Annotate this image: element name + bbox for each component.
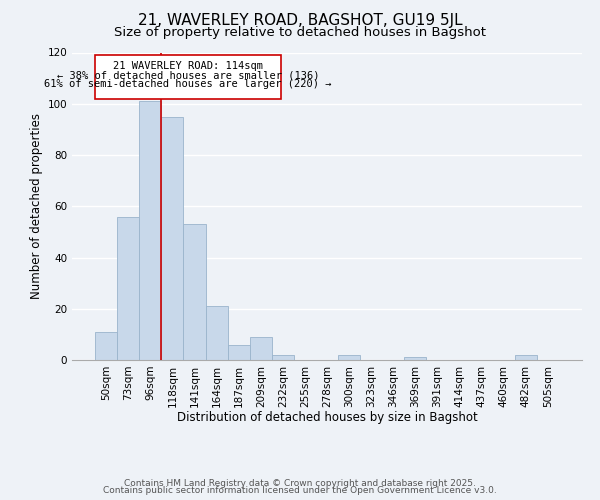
Text: ← 38% of detached houses are smaller (136): ← 38% of detached houses are smaller (13…	[56, 70, 319, 81]
Bar	[227, 344, 250, 360]
Bar	[139, 101, 161, 360]
Text: 21 WAVERLEY ROAD: 114sqm: 21 WAVERLEY ROAD: 114sqm	[113, 62, 263, 72]
X-axis label: Distribution of detached houses by size in Bagshot: Distribution of detached houses by size …	[176, 411, 478, 424]
Text: 21, WAVERLEY ROAD, BAGSHOT, GU19 5JL: 21, WAVERLEY ROAD, BAGSHOT, GU19 5JL	[137, 12, 463, 28]
Bar	[338, 355, 360, 360]
Bar	[250, 337, 272, 360]
Bar	[272, 355, 294, 360]
Bar	[515, 355, 537, 360]
Bar	[184, 224, 206, 360]
Text: Contains HM Land Registry data © Crown copyright and database right 2025.: Contains HM Land Registry data © Crown c…	[124, 478, 476, 488]
Y-axis label: Number of detached properties: Number of detached properties	[30, 114, 43, 299]
Bar	[404, 358, 427, 360]
Bar	[206, 306, 227, 360]
Text: Size of property relative to detached houses in Bagshot: Size of property relative to detached ho…	[114, 26, 486, 39]
FancyBboxPatch shape	[95, 55, 281, 98]
Bar	[117, 216, 139, 360]
Bar	[95, 332, 117, 360]
Bar	[161, 116, 184, 360]
Text: Contains public sector information licensed under the Open Government Licence v3: Contains public sector information licen…	[103, 486, 497, 495]
Text: 61% of semi-detached houses are larger (220) →: 61% of semi-detached houses are larger (…	[44, 80, 332, 90]
